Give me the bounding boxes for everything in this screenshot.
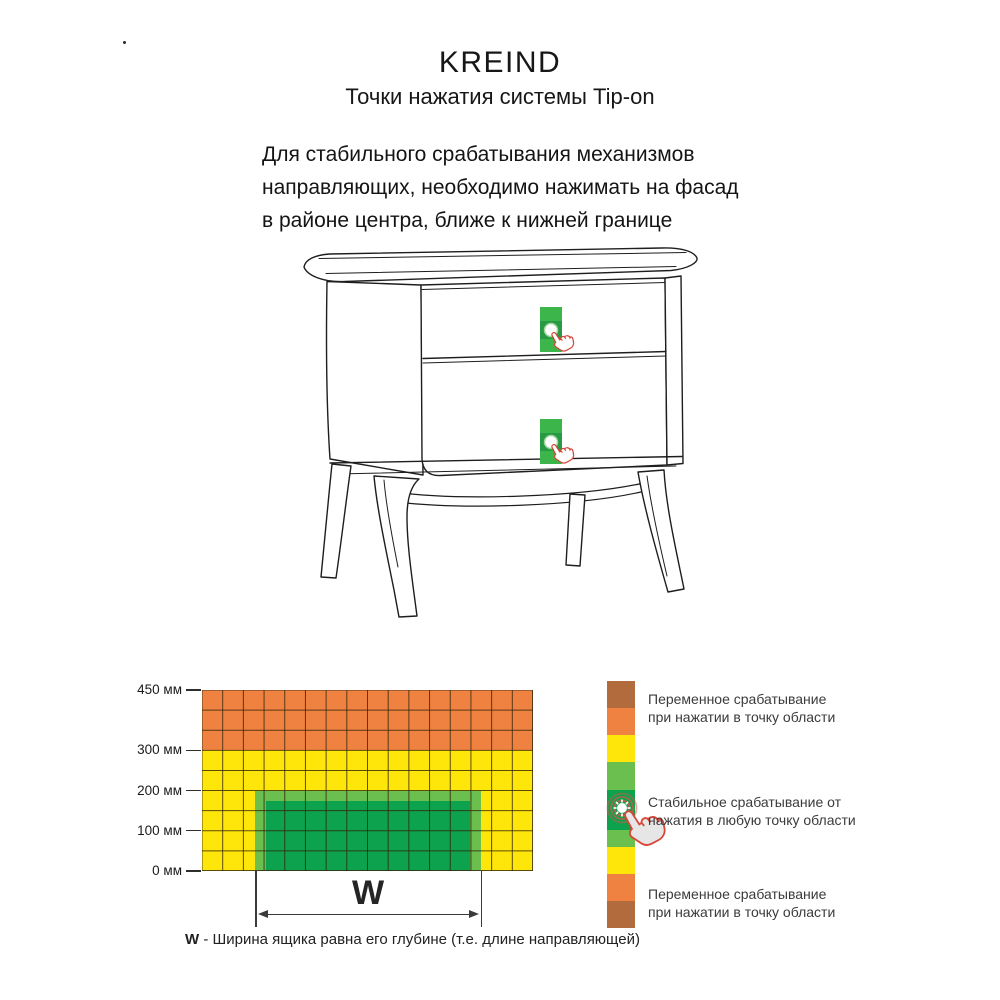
- axis-tick-mark: [186, 689, 201, 691]
- legend-segment-yellow: [607, 735, 635, 762]
- axis-tick-mark: [186, 870, 201, 872]
- width-label: W: [351, 874, 385, 912]
- axis-tick-label: 0 мм: [152, 863, 182, 878]
- nightstand-line-drawing: [303, 247, 698, 618]
- legend-line: нажатия в любую точку области: [648, 811, 856, 828]
- cabinet-body: [303, 247, 698, 618]
- press-burst-center: [617, 803, 627, 813]
- width-caption-symbol: W: [185, 931, 200, 948]
- press-point-bottom-drawer: [540, 419, 577, 467]
- press-ring-outer: [606, 792, 638, 824]
- axis-tick-label: 300 мм: [137, 742, 182, 758]
- legend-line: Переменное срабатывание: [648, 886, 827, 902]
- axis-tick-label: 450 мм: [137, 682, 182, 697]
- legend-line: Переменное срабатывание: [648, 691, 827, 707]
- axis-tick-mark: [186, 749, 201, 752]
- stray-dot: [123, 41, 126, 44]
- width-arrow-head-right: [468, 909, 479, 918]
- width-marker-right-line: [480, 871, 483, 927]
- legend-segment-orange: [607, 708, 635, 735]
- width-caption: W - Ширина ящика равна его глубине (т.е.…: [185, 931, 640, 948]
- width-arrow-line: [266, 913, 470, 915]
- brand-title: KREIND: [438, 46, 562, 79]
- legend-line: Стабильное срабатывание от: [648, 794, 842, 810]
- legend-item-variable-top: Переменное срабатывание при нажатии в то…: [648, 691, 898, 726]
- legend-segment-orange: [607, 874, 635, 901]
- width-marker-left-line: [255, 871, 257, 927]
- axis-tick-label: 200 мм: [137, 782, 182, 798]
- zone-grid: [202, 690, 533, 871]
- zone-transition: [202, 750, 533, 871]
- zone-stable-outer: [255, 790, 481, 871]
- axis-tick-mark: [186, 830, 201, 832]
- axis-tick-mark: [186, 789, 201, 792]
- press-ring-middle: [610, 796, 634, 820]
- zone-stable-inner: [265, 800, 471, 871]
- legend-line: при нажатии в точку области: [648, 708, 836, 725]
- page-subtitle: Точки нажатия системы Tip-on: [345, 84, 655, 109]
- legend-segment-brown: [607, 681, 635, 708]
- zone-grid-lines: [202, 690, 533, 871]
- legend-item-stable: Стабильное срабатывание от нажатия в люб…: [648, 794, 898, 829]
- legend-item-variable-bottom: Переменное срабатывание при нажатии в то…: [648, 886, 898, 921]
- instruction-text: Для стабильного срабатывания механизмов …: [262, 143, 739, 232]
- axis-tick-label: 100 мм: [137, 822, 182, 838]
- zone-variable-top: [202, 690, 533, 751]
- legend-line: при нажатии в точку области: [648, 903, 836, 920]
- width-caption-text: - Ширина ящика равна его глубине (т.е. д…: [199, 931, 640, 948]
- legend-press-icon: [606, 792, 671, 852]
- legend-segment-brown: [607, 901, 635, 928]
- press-point-top-drawer: [540, 307, 577, 355]
- width-arrow-head-left: [258, 909, 269, 918]
